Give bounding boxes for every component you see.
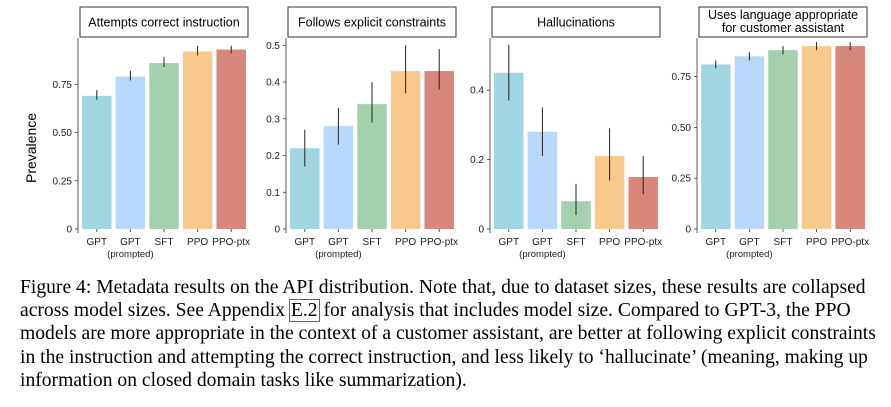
x-tick-label: SFT bbox=[155, 237, 174, 248]
panel-title-box bbox=[491, 6, 661, 38]
bar bbox=[835, 46, 865, 230]
panel-title: for customer assistant bbox=[722, 21, 845, 35]
x-tick-label: PPO-ptx bbox=[420, 237, 458, 248]
panel-title-box bbox=[287, 6, 457, 38]
bar bbox=[115, 76, 146, 229]
y-tick-label: 0.75 bbox=[53, 80, 73, 91]
bar bbox=[390, 71, 421, 229]
y-tick-label: 0.4 bbox=[470, 86, 484, 97]
bar bbox=[801, 46, 832, 230]
x-tick-label: GPT bbox=[739, 237, 760, 248]
y-tick-label: 0.5 bbox=[266, 41, 280, 52]
x-tick-label: GPT bbox=[328, 237, 349, 248]
caption-text-end: for analysis that includes model size. C… bbox=[20, 300, 876, 391]
y-axis-label: Prevalence bbox=[23, 113, 39, 183]
y-tick-label: 0.75 bbox=[672, 72, 692, 83]
panel-title: Hallucinations bbox=[537, 16, 615, 30]
y-tick-label: 0.2 bbox=[266, 151, 280, 162]
bar bbox=[701, 64, 731, 230]
figure-panels: Prevalence Attempts correct instruction 0… bbox=[23, 6, 869, 260]
x-tick-label: PPO bbox=[599, 237, 620, 248]
panel-title-box bbox=[698, 6, 868, 38]
x-tick-label: GPT bbox=[499, 237, 520, 248]
y-tick-label: 0.25 bbox=[672, 174, 692, 185]
x-tick-label: PPO-ptx bbox=[212, 237, 250, 248]
y-tick-label: 0.50 bbox=[53, 128, 73, 139]
x-tick-sublabel: (prompted) bbox=[107, 249, 153, 260]
x-tick-label: PPO-ptx bbox=[624, 237, 662, 248]
appendix-link[interactable]: E.2 bbox=[288, 299, 320, 323]
y-tick-label: 0 bbox=[66, 225, 72, 236]
y-tick-label: 0.50 bbox=[672, 123, 692, 134]
x-tick-label: PPO bbox=[395, 237, 416, 248]
bar bbox=[182, 51, 213, 229]
x-tick-label: SFT bbox=[567, 237, 586, 248]
y-tick-label: 0.25 bbox=[53, 176, 73, 187]
panel-title: Follows explicit constraints bbox=[298, 16, 446, 30]
x-tick-label: SFT bbox=[363, 237, 382, 248]
x-tick-label: GPT bbox=[120, 237, 141, 248]
bar bbox=[424, 71, 454, 229]
y-tick-label: 0.2 bbox=[470, 155, 484, 166]
y-tick-label: 0 bbox=[274, 225, 280, 236]
x-tick-label: PPO-ptx bbox=[831, 237, 869, 248]
x-tick-label: SFT bbox=[774, 237, 793, 248]
bar bbox=[149, 63, 179, 229]
y-tick-label: 0.3 bbox=[266, 114, 280, 125]
bar bbox=[734, 56, 765, 230]
x-tick-sublabel: (prompted) bbox=[726, 249, 772, 260]
x-tick-label: GPT bbox=[87, 237, 108, 248]
bar bbox=[82, 95, 112, 229]
y-tick-label: 0 bbox=[685, 225, 691, 236]
panel-title-box bbox=[79, 6, 249, 38]
x-tick-label: GPT bbox=[295, 237, 316, 248]
bar bbox=[357, 104, 387, 229]
caption-text-start: Figure 4: Metadata results on the API di… bbox=[20, 277, 866, 322]
x-tick-label: GPT bbox=[706, 237, 727, 248]
y-tick-label: 0.4 bbox=[266, 78, 280, 89]
y-tick-label: 0 bbox=[478, 225, 484, 236]
bar bbox=[768, 50, 798, 229]
panel-title: Attempts correct instruction bbox=[88, 16, 239, 30]
y-tick-label: 0.1 bbox=[266, 188, 280, 199]
x-tick-sublabel: (prompted) bbox=[315, 249, 361, 260]
x-tick-sublabel: (prompted) bbox=[519, 249, 565, 260]
bar bbox=[216, 49, 246, 229]
x-tick-label: PPO bbox=[187, 237, 208, 248]
x-tick-label: PPO bbox=[806, 237, 827, 248]
figure-caption: Figure 4: Metadata results on the API di… bbox=[20, 276, 882, 392]
panel-title: Uses language appropriate bbox=[708, 8, 858, 22]
x-tick-label: GPT bbox=[532, 237, 553, 248]
